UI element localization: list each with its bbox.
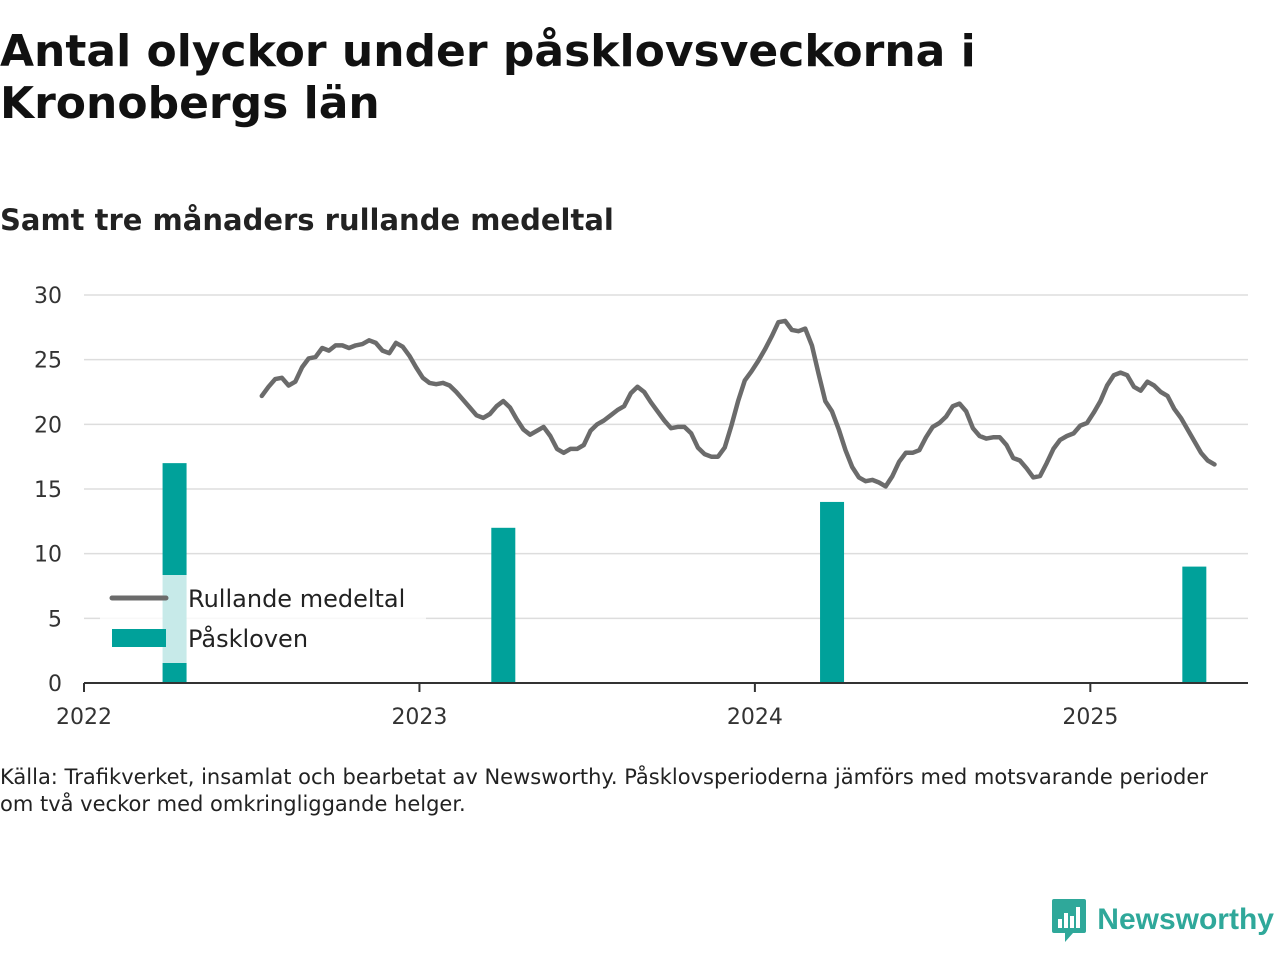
bar [820, 501, 845, 683]
newsworthy-logo-icon [1052, 899, 1087, 942]
legend-background [100, 575, 426, 663]
y-tick-label: 30 [34, 284, 62, 309]
source-note-line-1: Källa: Trafikverket, insamlat och bearbe… [0, 765, 1208, 789]
y-tick-label: 15 [34, 478, 62, 503]
source-note-line-2: om två veckor med omkringliggande helger… [0, 792, 466, 816]
y-tick-label: 5 [48, 607, 62, 632]
chart-subtitle: Samt tre månaders rullande medeltal [0, 203, 614, 237]
x-tick-label: 2022 [56, 705, 112, 730]
y-tick-label: 0 [48, 672, 62, 697]
legend-bar-swatch [112, 629, 166, 647]
rolling-average-line [259, 318, 1217, 489]
brand-logo: Newsworthy [1051, 896, 1274, 944]
x-tick-label: 2024 [727, 705, 783, 730]
y-tick-label: 25 [34, 349, 62, 374]
bar [491, 527, 516, 683]
legend-label: Påskloven [188, 624, 308, 653]
y-tick-label: 20 [34, 413, 62, 438]
y-tick-label: 10 [34, 543, 62, 568]
source-note: Källa: Trafikverket, insamlat och bearbe… [0, 764, 1240, 818]
bars [162, 463, 1207, 683]
brand-name: Newsworthy [1097, 903, 1274, 936]
x-tick-label: 2023 [391, 705, 447, 730]
legend: Rullande medeltal Påskloven [100, 575, 426, 663]
y-axis-labels: 0 5 10 15 20 25 30 [34, 284, 62, 697]
legend-label: Rullande medeltal [188, 585, 405, 613]
chart-title: Antal olyckor under påsklovsveckorna i K… [0, 26, 976, 129]
x-axis: 2022 2023 2024 2025 [56, 682, 1248, 730]
x-tick-label: 2025 [1062, 705, 1118, 730]
rolling-average-line-layer [259, 318, 1217, 489]
grid-lines [84, 294, 1248, 620]
bar [1182, 566, 1207, 683]
